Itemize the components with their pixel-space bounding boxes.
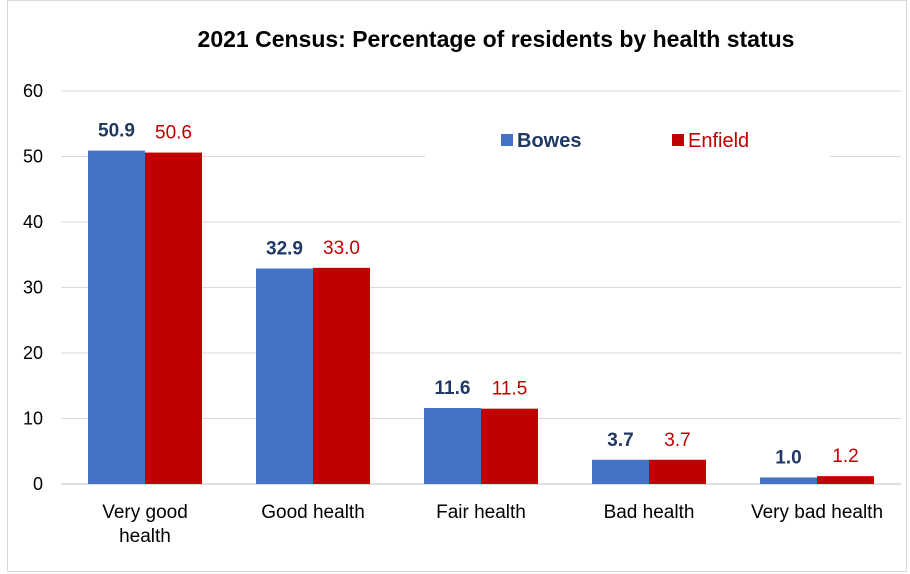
legend-label-bowes: Bowes [517,130,581,152]
bar-enfield-4 [817,476,874,484]
y-axis-ticks: 0 10 20 30 40 50 60 [23,81,43,494]
x-category-label: Very good health [102,502,188,547]
data-label-bowes: 1.0 [775,447,801,468]
bars [88,150,874,485]
x-axis-categories: Very good health Good health Fair health Bad… [102,502,883,547]
data-label-bowes: 11.6 [435,378,471,399]
data-label-bowes: 32.9 [266,239,303,260]
data-labels: 50.9 32.9 11.6 3.7 1.0 50.6 33.0 11.5 3.7 1.2 [98,121,859,469]
bar-bowes-3 [592,459,649,484]
bar-enfield-2 [481,408,538,484]
bar-bowes-2 [424,408,481,484]
bar-bowes-4 [760,477,817,484]
data-label-bowes: 3.7 [607,430,633,451]
data-label-enfield: 11.5 [492,379,528,400]
bar-enfield-3 [649,459,706,484]
legend: Bowes Enfield [425,119,830,163]
x-category-label: Very bad health [751,502,883,523]
data-label-enfield: 50.6 [155,123,192,144]
legend-swatch-bowes [501,134,513,146]
bar-enfield-0 [145,152,202,484]
y-tick-label: 20 [23,343,43,363]
data-label-enfield: 3.7 [664,430,690,451]
y-tick-label: 10 [23,409,43,429]
y-tick-label: 60 [23,81,43,101]
chart-title: 2021 Census: Percentage of residents by … [198,26,795,52]
legend-swatch-enfield [672,134,684,146]
legend-label-enfield: Enfield [688,130,749,152]
bar-chart: 2021 Census: Percentage of residents by … [23,26,901,547]
x-category-label: Good health [261,502,365,523]
bar-bowes-0 [88,150,145,485]
y-tick-label: 40 [23,212,43,232]
y-tick-label: 50 [23,147,43,167]
data-label-enfield: 33.0 [323,238,360,259]
chart-frame: 2021 Census: Percentage of residents by … [7,0,907,572]
data-label-bowes: 50.9 [98,121,135,142]
bar-bowes-1 [256,268,313,484]
legend-background [425,119,830,163]
y-tick-label: 30 [23,278,43,298]
bar-enfield-1 [313,267,370,484]
x-category-label: Fair health [436,502,526,523]
y-tick-label: 0 [33,474,43,494]
x-category-label: Bad health [604,502,695,523]
data-label-enfield: 1.2 [832,446,858,467]
